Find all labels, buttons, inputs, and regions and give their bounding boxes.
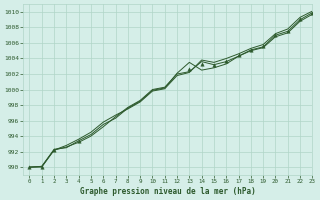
X-axis label: Graphe pression niveau de la mer (hPa): Graphe pression niveau de la mer (hPa) <box>80 187 256 196</box>
